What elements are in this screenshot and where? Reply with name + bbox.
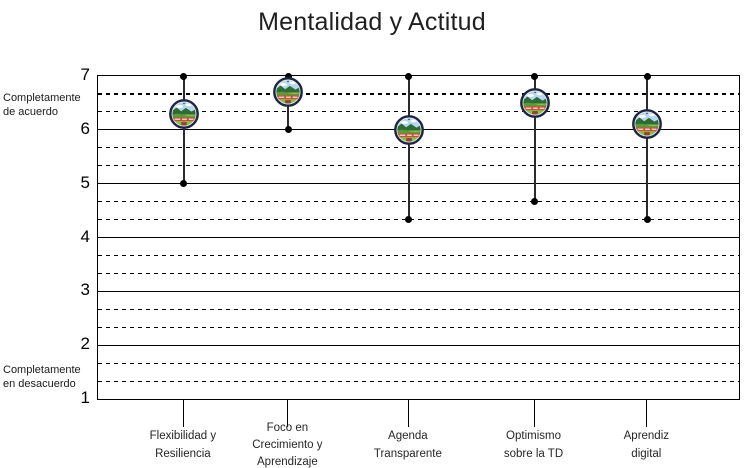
y-axis-bottom-annotation: Completamente en desacuerdo bbox=[3, 364, 95, 392]
gridline-minor bbox=[98, 111, 739, 113]
plot-area bbox=[97, 72, 740, 400]
mean-badge bbox=[519, 87, 550, 118]
gridline-minor bbox=[98, 201, 739, 203]
category-label-line: Crecimiento y bbox=[252, 438, 323, 451]
landscape-emblem-icon bbox=[168, 98, 199, 129]
category-tick bbox=[407, 399, 409, 427]
y-axis-bottom-annotation-line1: Completamente bbox=[3, 364, 81, 376]
category-label: Agenda Transparente bbox=[346, 423, 470, 468]
gridline-minor bbox=[98, 254, 739, 257]
gridline-major bbox=[98, 290, 739, 292]
y-axis-top-annotation-line1: Completamente bbox=[3, 92, 81, 104]
range-line bbox=[182, 76, 185, 184]
gridline-major bbox=[98, 236, 739, 239]
low-dot bbox=[284, 126, 292, 134]
category-label: Flexibilidad y Resiliencia bbox=[121, 423, 245, 468]
y-tick-label: 2 bbox=[80, 334, 90, 354]
gridline-minor bbox=[98, 165, 739, 167]
category-label-line: Agenda bbox=[388, 430, 428, 443]
category-tick bbox=[182, 399, 184, 427]
category-label-line: Aprendiz bbox=[623, 430, 670, 443]
gridline-minor bbox=[98, 147, 739, 149]
high-dot bbox=[284, 72, 292, 80]
y-axis-bottom-annotation-line2: en desacuerdo bbox=[3, 377, 76, 390]
category-tick bbox=[646, 399, 648, 427]
category-label-line: Flexibilidad y bbox=[149, 430, 217, 443]
gridline-minor bbox=[98, 308, 739, 310]
y-axis-top-annotation-line2: de acuerdo bbox=[3, 105, 59, 118]
gridline-minor bbox=[98, 380, 739, 382]
y-tick-label: 6 bbox=[80, 118, 90, 138]
low-dot bbox=[405, 216, 413, 224]
high-dot bbox=[531, 72, 539, 80]
range-line bbox=[533, 76, 536, 202]
low-dot bbox=[531, 197, 539, 205]
high-dot bbox=[180, 72, 188, 80]
y-tick-label: 7 bbox=[80, 65, 90, 84]
category-label: Optimismo sobre la TD bbox=[472, 423, 596, 468]
gridline-minor bbox=[98, 272, 739, 274]
category-label: Aprendiz digital bbox=[584, 423, 708, 468]
low-dot bbox=[643, 216, 651, 224]
category-label-line: Aprendizaje bbox=[257, 456, 318, 468]
gridline-minor bbox=[98, 93, 739, 95]
y-tick-label: 5 bbox=[80, 172, 90, 192]
category-label-line: Optimismo bbox=[506, 430, 561, 443]
landscape-emblem-icon bbox=[632, 109, 663, 140]
category-label-line: digital bbox=[631, 447, 662, 460]
gridline-major bbox=[98, 183, 739, 185]
gridline-major bbox=[98, 344, 739, 346]
category-label-line: Foco en bbox=[266, 421, 309, 434]
gridline-minor bbox=[98, 362, 739, 364]
y-tick-label: 4 bbox=[80, 226, 90, 246]
landscape-emblem-icon bbox=[393, 114, 424, 145]
range-line bbox=[646, 76, 649, 220]
category-label-line: Resiliencia bbox=[155, 447, 211, 460]
high-dot bbox=[643, 72, 651, 80]
mean-badge bbox=[273, 77, 304, 108]
category-tick bbox=[287, 399, 289, 427]
landscape-emblem-icon bbox=[273, 77, 304, 108]
gridline-minor bbox=[98, 326, 739, 328]
category-tick bbox=[533, 399, 535, 427]
mean-badge bbox=[632, 109, 663, 140]
landscape-emblem-icon bbox=[519, 87, 550, 118]
mean-badge bbox=[393, 114, 424, 145]
y-tick-label: 1 bbox=[80, 388, 90, 407]
mean-badge bbox=[168, 98, 199, 129]
high-dot bbox=[405, 72, 413, 80]
gridline-minor bbox=[98, 219, 739, 221]
y-tick-label: 3 bbox=[80, 280, 90, 300]
low-dot bbox=[180, 180, 188, 188]
range-line bbox=[407, 76, 410, 220]
category-label: Foco en Crecimiento y Aprendizaje bbox=[225, 421, 349, 468]
chart-title: Mentalidad y Actitud bbox=[258, 8, 486, 36]
y-axis-top-annotation: Completamente de acuerdo bbox=[3, 92, 95, 120]
category-label-line: sobre la TD bbox=[503, 447, 564, 460]
category-label-line: Transparente bbox=[373, 447, 442, 460]
